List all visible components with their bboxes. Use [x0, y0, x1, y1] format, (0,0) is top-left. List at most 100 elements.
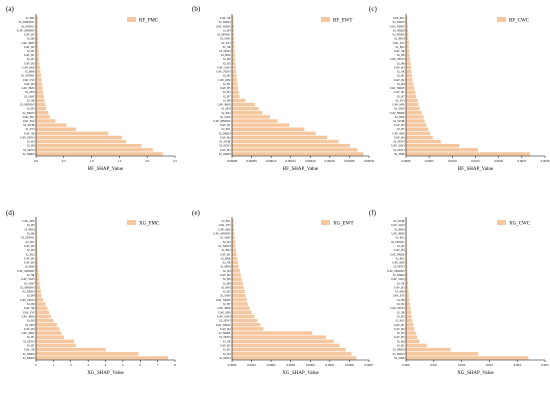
bar	[232, 289, 245, 294]
bar	[36, 277, 40, 281]
y-tick-label: UAV_B1	[24, 54, 35, 57]
y-tick-label: UAV_SAVI	[217, 66, 230, 69]
y-tick-label: S2_B1	[223, 83, 231, 86]
legend-label: RF_FMC	[139, 19, 159, 24]
bar	[232, 219, 234, 223]
y-tick-label: S2_MNDWI	[20, 104, 35, 107]
y-tick-label: S2_SWIR	[393, 220, 404, 223]
x-tick-label: 1	[53, 363, 55, 367]
bar	[36, 298, 43, 302]
bar	[406, 86, 415, 90]
bar	[232, 61, 236, 66]
bar	[232, 302, 248, 306]
y-tick-label: UAV_NDWI	[216, 324, 231, 327]
bar	[36, 32, 39, 37]
y-tick-label: S2_NDVI	[219, 357, 230, 360]
bar	[36, 347, 106, 352]
bar	[36, 53, 39, 57]
y-tick-label: UAV_PRSI	[21, 87, 34, 90]
y-tick-label: S2_B4	[223, 270, 231, 273]
x-tick-label: 0.0025	[517, 159, 526, 163]
bar	[232, 86, 239, 90]
y-tick-label: S2_B11	[396, 320, 406, 323]
bar	[36, 73, 41, 78]
bar	[36, 57, 39, 61]
x-tick-label: 0.004	[514, 363, 522, 367]
y-tick-label: S2_NMDI	[23, 153, 35, 156]
y-tick-label: S2_B5	[223, 291, 231, 294]
bar	[406, 264, 408, 269]
y-tick-label: UAV_B2	[24, 245, 35, 248]
y-tick-label: S2_NDWI	[393, 353, 405, 356]
bar	[406, 41, 409, 45]
y-tick-label: S2_B8	[223, 282, 231, 285]
y-tick-label: UAV_MSI	[22, 220, 34, 223]
bar	[232, 327, 264, 331]
y-tick-label: S2_B3	[397, 332, 405, 335]
y-tick-label: UAV_B12	[23, 120, 35, 123]
x-axis-label: XG_SHAP_Value	[87, 371, 124, 376]
bar	[406, 285, 409, 290]
y-tick-label: S2_B5	[397, 315, 405, 318]
y-tick-label: UAV_MNDWI	[17, 270, 34, 273]
y-tick-label: S2_MSI	[221, 286, 230, 289]
bar	[36, 65, 40, 70]
bar	[406, 123, 427, 127]
bar	[36, 314, 51, 319]
bar	[232, 45, 235, 49]
y-tick-label: UAV_SAVI	[391, 278, 404, 281]
y-tick-label: UAV_B5	[394, 286, 405, 289]
y-tick-label: S2_SWIR	[219, 141, 230, 144]
panel-label: (b)	[192, 5, 201, 13]
y-tick-label: S2_SR	[223, 262, 231, 265]
y-tick-label: UAV_NDVI	[20, 299, 34, 302]
y-tick-label: UAV_B5	[394, 66, 405, 69]
bar	[36, 356, 169, 360]
y-tick-label: S2_NDVI	[23, 340, 34, 343]
bar	[36, 227, 37, 232]
bar	[232, 115, 271, 119]
bar	[36, 148, 153, 152]
y-tick-label: S2_B8A	[25, 71, 35, 74]
y-tick-label: S2_EVI	[221, 42, 230, 45]
bar	[406, 115, 424, 119]
y-tick-label: UAV_NDVI	[390, 307, 404, 310]
bar	[36, 131, 109, 136]
bar	[36, 264, 39, 269]
y-tick-label: UAV_MSI	[392, 104, 404, 107]
bar	[232, 269, 240, 273]
bar	[36, 339, 75, 344]
bar	[406, 45, 409, 49]
y-tick-label: S2_B02	[25, 17, 35, 20]
bar	[406, 78, 413, 82]
bar	[232, 36, 235, 41]
bar	[36, 36, 39, 41]
bar	[36, 273, 39, 277]
y-tick-label: S2_NDWI1	[217, 34, 231, 37]
bar	[232, 49, 235, 53]
bar	[232, 57, 236, 61]
y-tick-label: S2_NMDI	[219, 132, 231, 135]
x-tick-label: 2.5	[173, 159, 177, 163]
bar	[232, 53, 236, 57]
y-tick-label: UAV_MNDWI	[387, 270, 404, 273]
y-tick-label: S2_B7	[397, 95, 405, 98]
y-tick-label: UAV_MSI	[22, 66, 34, 69]
y-tick-label: UAV_PRSI	[21, 42, 34, 45]
bar	[406, 244, 407, 248]
panel-label: (f)	[369, 209, 377, 217]
y-tick-label: S2_B8A	[221, 257, 231, 260]
y-tick-label: UAV_B3	[24, 62, 35, 65]
y-tick-label: UAV_B1	[394, 324, 405, 327]
y-tick-label: UAV_PRSI	[21, 332, 34, 335]
bar	[232, 82, 238, 86]
y-tick-label: S2_PRSI	[394, 228, 404, 231]
bar	[232, 90, 239, 94]
bar	[36, 78, 42, 82]
y-tick-label: UAV_B1	[220, 124, 231, 127]
bar	[232, 41, 235, 45]
y-tick-label: UAV_EVI	[23, 311, 35, 314]
bar	[232, 244, 236, 248]
bar	[406, 269, 408, 273]
bar	[232, 264, 239, 269]
